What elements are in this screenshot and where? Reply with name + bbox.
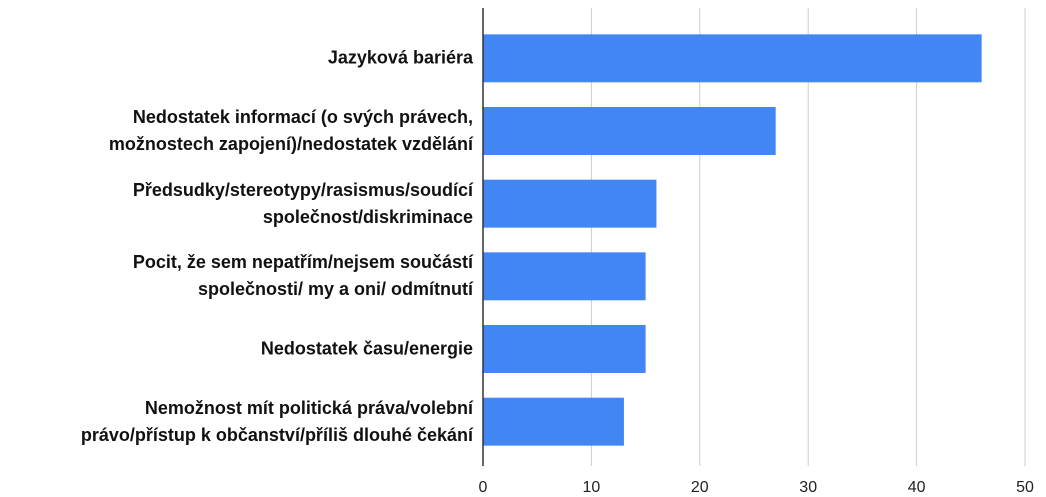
y-tick-label: Předsudky/stereotypy/rasismus/soudící sp… xyxy=(132,179,473,227)
x-tick-label: 50 xyxy=(1016,479,1034,496)
y-tick-label: Nedostatek času/energie xyxy=(260,338,473,359)
bar xyxy=(483,34,982,83)
x-tick-label: 10 xyxy=(583,479,601,496)
x-tick-label: 30 xyxy=(799,479,817,496)
bar xyxy=(483,397,624,446)
bar xyxy=(483,107,776,155)
bar xyxy=(483,325,646,373)
x-tick-label: 0 xyxy=(479,479,488,496)
y-tick-label: Nedostatek informací (o svých právech, m… xyxy=(108,107,473,154)
y-tick-label: Nemožnost mít politická práva/volební pr… xyxy=(80,397,473,445)
bar xyxy=(483,252,646,301)
x-tick-label: 40 xyxy=(908,479,926,496)
x-tick-label: 20 xyxy=(691,479,709,496)
y-tick-label: Pocit, že sem nepatřím/nejsem součástí s… xyxy=(132,252,473,300)
y-tick-label: Jazyková bariéra xyxy=(327,47,473,68)
bar xyxy=(483,179,657,228)
